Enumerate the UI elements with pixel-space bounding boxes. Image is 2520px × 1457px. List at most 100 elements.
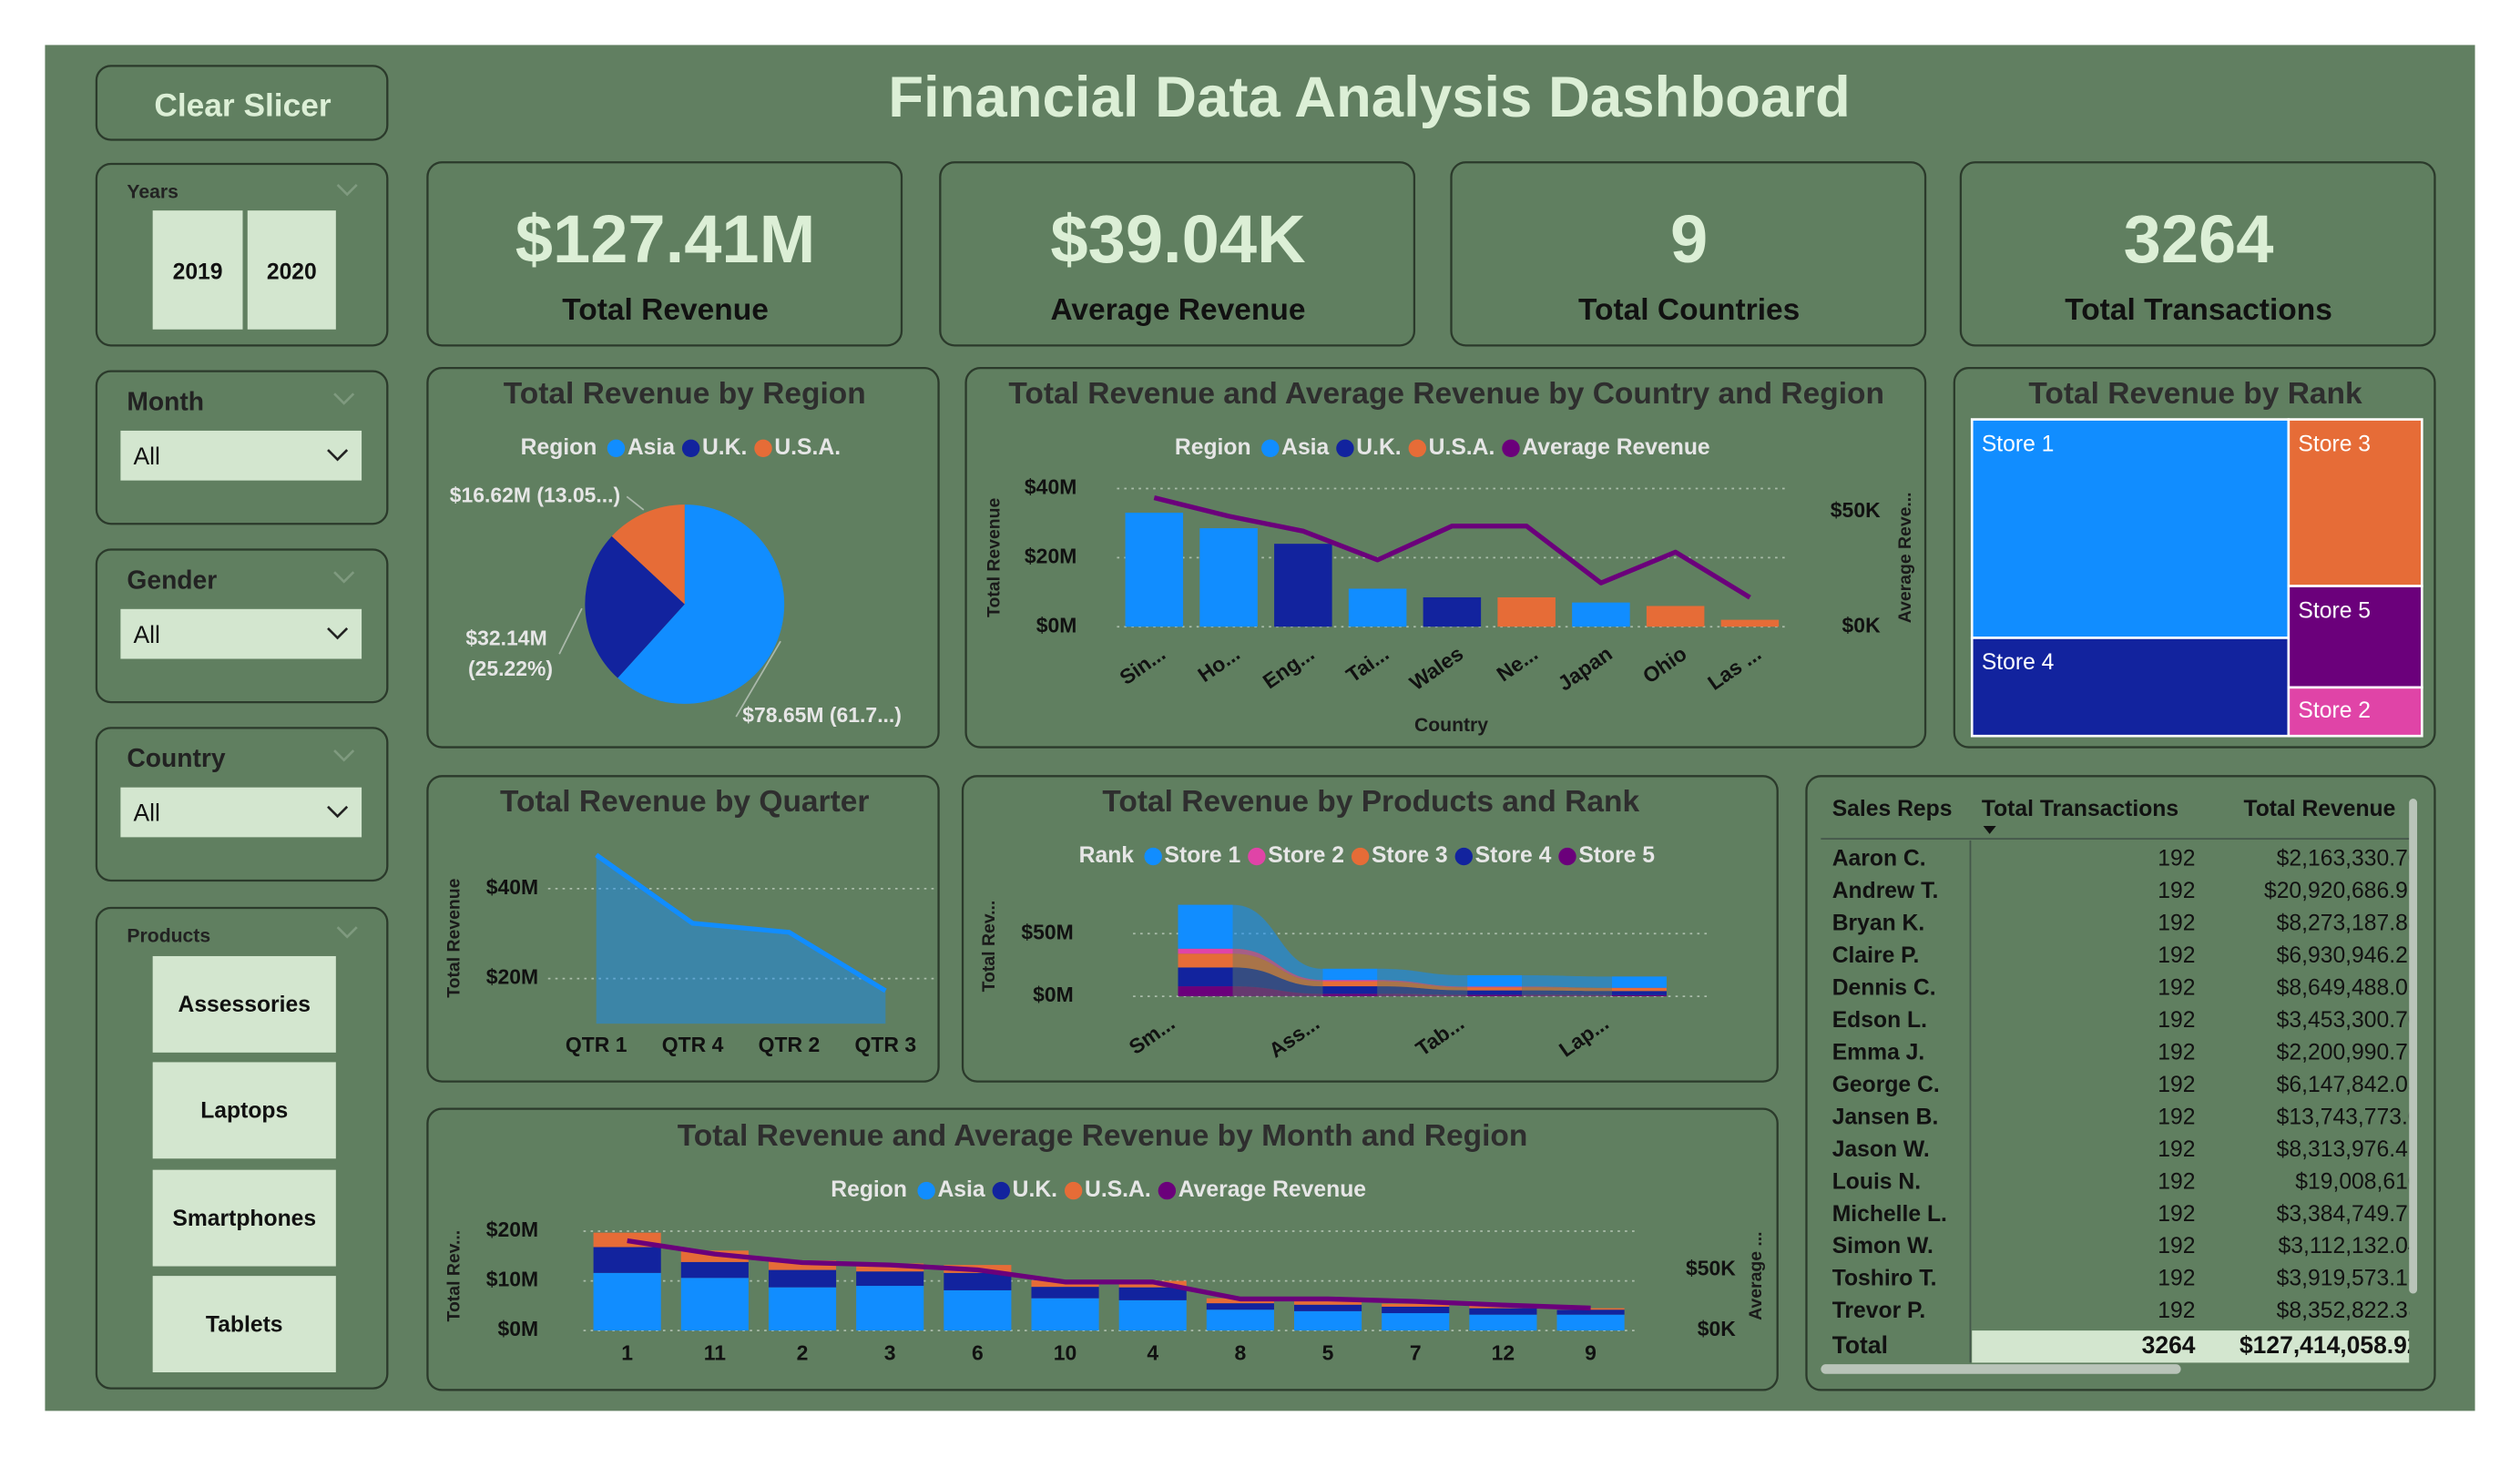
- kpi-card: [426, 161, 903, 347]
- pie-slice: [617, 504, 785, 704]
- tile-label: Store 5: [2298, 598, 2371, 623]
- kpi-label: Total Revenue: [562, 293, 769, 327]
- x-tick-label: 2: [797, 1341, 809, 1365]
- clear-slicer-button[interactable]: [95, 65, 389, 141]
- bar: [1031, 1298, 1099, 1331]
- bar: [1556, 1314, 1625, 1331]
- ribbon: [1377, 986, 1468, 995]
- bar: [1293, 1299, 1362, 1305]
- ribbon-bar: [1322, 981, 1378, 987]
- ribbon: [1232, 904, 1323, 981]
- ribbon-bar: [1467, 990, 1523, 995]
- area-line: [595, 852, 887, 993]
- chevron-icon: [333, 749, 355, 762]
- legend-label: Store 1: [1165, 843, 1241, 868]
- clear-slicer-label: Clear Slicer: [154, 88, 331, 124]
- kpi-label: Total Countries: [1578, 293, 1800, 327]
- kpi-card: [939, 161, 1416, 347]
- slicer-option: Laptops: [200, 1099, 288, 1124]
- pie-slice: [611, 504, 685, 605]
- y-tick-label: $0M: [1036, 613, 1077, 637]
- x-tick-label: 7: [1410, 1341, 1422, 1365]
- ribbon: [1232, 953, 1323, 987]
- legend-marker: [1502, 439, 1520, 458]
- dropdown[interactable]: [120, 430, 362, 481]
- total-cell: 3264: [2142, 1331, 2196, 1359]
- legend-title: Region: [1175, 435, 1251, 460]
- table-cell: 192: [2158, 1008, 2195, 1033]
- slicer-title: Gender: [127, 565, 217, 594]
- dropdown[interactable]: [120, 787, 362, 838]
- vertical-scrollbar[interactable]: [2409, 799, 2418, 1294]
- table-cell: 192: [2158, 1267, 2195, 1291]
- legend-label: Store 3: [1372, 843, 1448, 868]
- kpi-value: $39.04K: [1050, 201, 1305, 277]
- bar: [1206, 1309, 1274, 1331]
- bar: [680, 1278, 749, 1331]
- legend-label: U.S.A.: [774, 435, 841, 460]
- chevron-icon: [327, 805, 349, 819]
- pie-slice: [585, 535, 685, 678]
- area: [596, 854, 886, 1024]
- column-header: Sales Reps: [1832, 797, 1953, 821]
- slicer-tile[interactable]: [152, 210, 243, 330]
- slicer-title: Country: [127, 743, 225, 772]
- ribbon-bar: [1611, 994, 1667, 997]
- treemap-tile: [2287, 418, 2423, 587]
- bar: [856, 1263, 924, 1272]
- axis-title: Average Reve...: [1895, 492, 1915, 623]
- tile-label: Store 2: [2298, 698, 2371, 723]
- ribbon: [1232, 986, 1323, 997]
- bar: [1646, 606, 1705, 627]
- chart-card: [426, 775, 940, 1083]
- bar: [768, 1287, 837, 1331]
- legend-label: Store 5: [1578, 843, 1655, 868]
- y-tick-label: $0K: [1842, 613, 1882, 637]
- ribbon: [1232, 948, 1323, 982]
- y-tick-label: $0M: [1033, 983, 1074, 1006]
- legend-label: U.K.: [702, 435, 747, 460]
- slicer-tile[interactable]: [152, 1062, 336, 1159]
- ribbon-bar: [1178, 948, 1233, 954]
- dropdown[interactable]: [120, 608, 362, 659]
- horizontal-scrollbar[interactable]: [1821, 1364, 2181, 1374]
- table-cell: 192: [2158, 1073, 2195, 1097]
- slicer-tile[interactable]: [247, 210, 336, 330]
- ribbon: [1377, 968, 1468, 987]
- slicer-tile[interactable]: [152, 1276, 336, 1373]
- legend-marker: [1158, 1181, 1177, 1200]
- table-cell: $19,008,610: [2295, 1169, 2420, 1194]
- line-series: [1153, 494, 1751, 600]
- ribbon: [1377, 980, 1468, 988]
- bar: [1118, 1287, 1187, 1300]
- legend-title: Region: [831, 1177, 907, 1202]
- tile-label: Store 1: [1982, 432, 2055, 456]
- table-cell: 192: [2158, 912, 2195, 936]
- bar: [1469, 1308, 1537, 1315]
- x-tick-label: 8: [1235, 1341, 1247, 1365]
- table-cell: Simon W.: [1832, 1234, 1933, 1258]
- axis-title: Total Revenue: [984, 498, 1004, 617]
- slicer-option: 2020: [267, 260, 317, 285]
- slicer-option: Smartphones: [172, 1207, 316, 1231]
- kpi-label: Total Transactions: [2065, 293, 2332, 327]
- axis-title: Total Revenue: [444, 878, 464, 997]
- bar: [1118, 1299, 1187, 1331]
- legend-label: Average Revenue: [1522, 435, 1709, 460]
- x-tick-label: QTR 3: [855, 1033, 917, 1056]
- legend-label: Average Revenue: [1178, 1177, 1366, 1202]
- legend-marker: [1454, 847, 1474, 866]
- leader-line: [626, 495, 645, 511]
- chevron-icon: [333, 571, 355, 584]
- table-cell: $6,930,946.28: [2277, 943, 2421, 968]
- tile-label: Store 4: [1982, 650, 2055, 675]
- ribbon-bar: [1467, 994, 1523, 997]
- slicer-tile[interactable]: [152, 955, 336, 1053]
- x-tick-label: 3: [884, 1341, 896, 1365]
- legend-title: Rank: [1079, 843, 1135, 868]
- bar: [856, 1286, 924, 1331]
- bar: [680, 1261, 749, 1279]
- slicer-tile[interactable]: [152, 1169, 336, 1267]
- bar: [768, 1260, 837, 1270]
- bar: [593, 1247, 661, 1273]
